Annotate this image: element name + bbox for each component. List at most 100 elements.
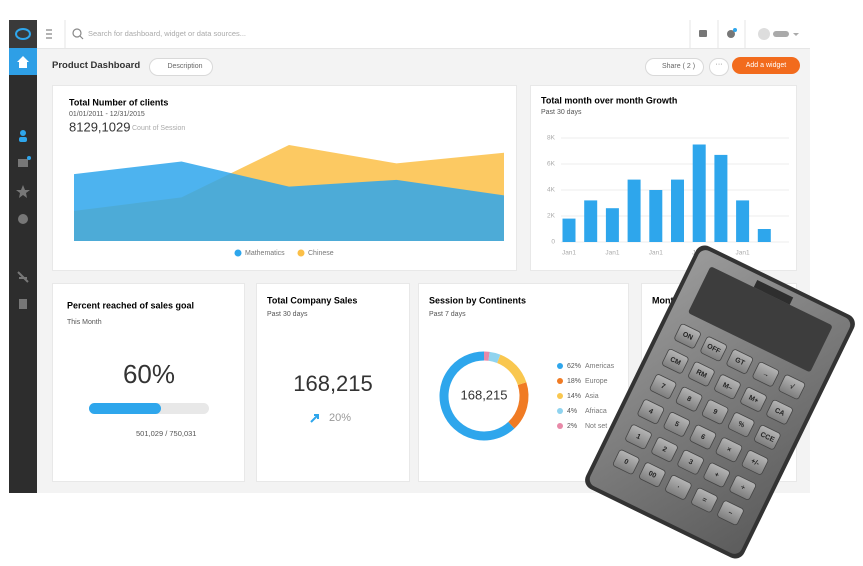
calculator-key	[778, 374, 806, 400]
calculator-key-label: CM	[669, 356, 682, 367]
widget-continents: Session by Continents Past 7 days 62% Ame…	[418, 283, 629, 482]
collapse-icon[interactable]	[46, 29, 52, 39]
calculator-key	[625, 424, 652, 450]
donut-slice	[508, 382, 529, 429]
calculator-key	[741, 450, 769, 475]
user-icon[interactable]	[20, 130, 26, 136]
legend-label: Not set	[585, 423, 607, 430]
add-widget-button[interactable]: Add a widget	[732, 57, 800, 74]
widget-title: Total Number of clients	[69, 97, 168, 107]
x-tick-label: Jan1	[649, 250, 663, 257]
calculator-key-label: 2	[661, 446, 668, 454]
calculator-key	[662, 348, 689, 374]
x-tick-label: Jan1	[736, 250, 750, 257]
kpi-change: 20%	[329, 412, 351, 424]
legend-label: Afriaca	[585, 408, 607, 415]
calculator-key-label: 5	[673, 421, 680, 429]
calculator-key	[675, 386, 703, 412]
calculator-key-label: ÷	[739, 484, 746, 492]
description-button[interactable]: Description	[149, 58, 213, 76]
calculator-key	[613, 449, 640, 475]
calculator-key	[726, 349, 753, 374]
calculator-key-label: RM	[695, 369, 708, 380]
bar	[562, 218, 576, 242]
clock-icon[interactable]	[18, 214, 28, 224]
calculator-key	[717, 500, 744, 526]
donut-slice	[439, 351, 515, 441]
legend-label: Chinese	[308, 250, 334, 257]
calculator-key	[754, 425, 781, 450]
solar-panel	[753, 279, 794, 305]
legend-swatch	[297, 249, 305, 257]
calculator-key	[714, 374, 741, 400]
calculator-key	[639, 462, 666, 487]
share-button[interactable]: Share ( 2 )	[645, 58, 704, 76]
calculator-key	[637, 399, 664, 424]
x-tick-label: Jan1	[605, 250, 619, 257]
notify-icon[interactable]	[727, 30, 735, 38]
team-icon[interactable]	[18, 159, 28, 167]
print-icon[interactable]	[699, 30, 707, 37]
calculator-key-label: 8	[686, 395, 693, 403]
calculator-key	[728, 412, 755, 437]
calculator-key-label: 7	[660, 383, 667, 391]
legend-value: 18%	[567, 378, 581, 385]
calculator-key	[740, 387, 767, 412]
legend-swatch	[557, 378, 563, 384]
bar	[757, 229, 771, 242]
calculator-key-label: =	[701, 496, 708, 504]
calculator-key-label: ×	[725, 446, 732, 454]
legend-swatch	[557, 423, 563, 429]
calculator-key-label: M+	[747, 394, 759, 405]
avatar[interactable]	[758, 28, 770, 40]
calculator-key	[752, 361, 780, 387]
widget-subtitle: Past 7 days	[429, 311, 466, 318]
bar	[692, 144, 706, 242]
search-input[interactable]: Search for dashboard, widget or data sou…	[88, 29, 246, 38]
calculator-key-label: 6	[699, 433, 706, 441]
more-button[interactable]: ···	[709, 58, 729, 76]
y-tick-label: 4K	[547, 187, 556, 194]
plugin-icon[interactable]	[17, 271, 29, 283]
top-bar: Search for dashboard, widget or data sou…	[37, 20, 810, 49]
legend-value: 14%	[567, 393, 581, 400]
widget-canvas: Total Company Sales Past 30 days 168,215…	[267, 295, 373, 424]
calculator-key	[674, 323, 701, 349]
donut-slice	[488, 351, 501, 364]
calculator-key-label: 0	[623, 458, 630, 466]
bar	[714, 154, 728, 242]
calculator-key-label: 9	[712, 408, 719, 416]
widget-title: Mont	[652, 295, 674, 305]
star-icon[interactable]	[16, 185, 30, 198]
add-widget-label: Add a widget	[745, 62, 787, 69]
user-name[interactable]	[773, 31, 789, 37]
calculator-key-label: GT	[734, 357, 746, 368]
bar	[627, 179, 641, 242]
logo[interactable]	[15, 28, 31, 40]
search-icon-handle	[79, 35, 84, 40]
notify-badge	[733, 28, 737, 32]
calculator-key	[651, 437, 678, 462]
y-tick-label: 6K	[547, 161, 556, 168]
legend-label: Mathematics	[245, 250, 285, 257]
db-icon[interactable]	[19, 299, 27, 309]
widget-subtitle: This Month	[67, 319, 102, 326]
bar	[649, 190, 663, 242]
widget-sales-goal: Percent reached of sales goal This Month…	[52, 283, 245, 482]
calculator-key-label: 4	[647, 408, 654, 416]
bar	[605, 208, 619, 242]
widget-subtitle: Past 30 days	[541, 109, 582, 116]
calculator-key-label: %	[737, 420, 746, 429]
share-label: Share ( 2 )	[661, 63, 696, 70]
calculator-key-label: +	[713, 471, 720, 479]
bar	[671, 179, 684, 242]
widget-title: Total month over month Growth	[541, 95, 677, 105]
description-label: Description	[167, 63, 203, 70]
legend-swatch	[557, 393, 563, 399]
top-bar-icons: Search for dashboard, widget or data sou…	[46, 20, 799, 48]
y-tick-label: 2K	[547, 213, 556, 220]
user-caret[interactable]	[793, 33, 799, 36]
calculator-key	[766, 399, 793, 425]
y-tick-label: 0	[551, 239, 555, 246]
